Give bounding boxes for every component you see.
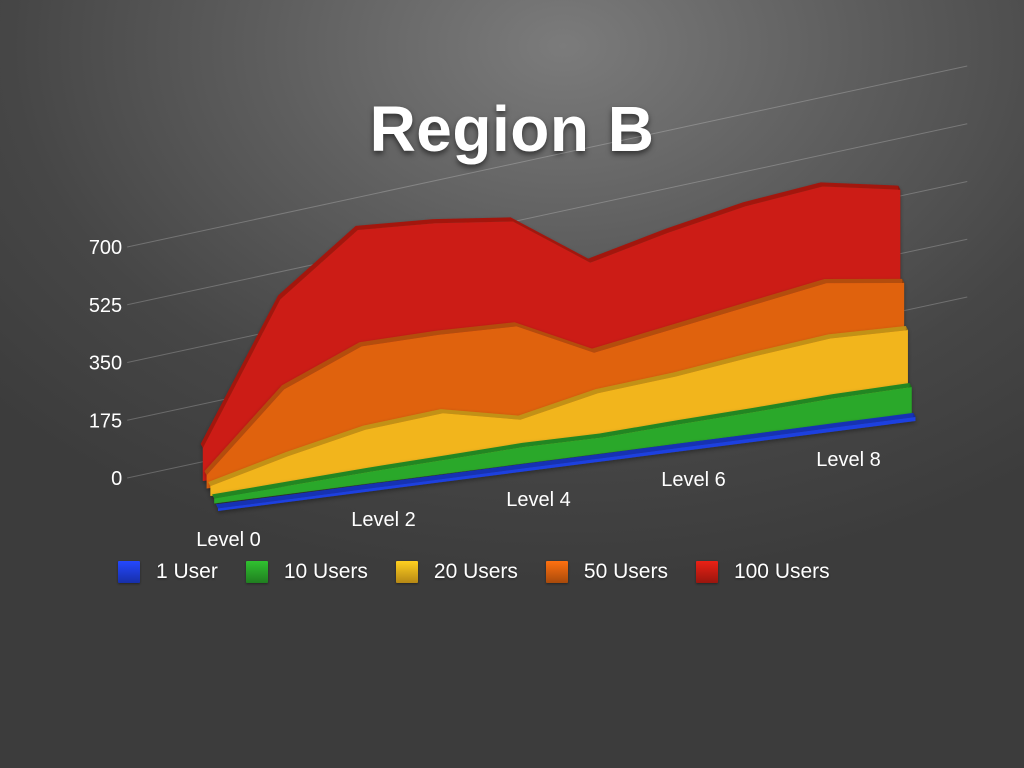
- x-tick-label: Level 6: [661, 469, 726, 491]
- legend-item: 50 Users: [545, 560, 668, 584]
- legend-label: 1 User: [156, 560, 218, 583]
- y-tick-label: 0: [111, 468, 122, 490]
- x-tick-label: Level 8: [816, 449, 881, 471]
- legend-item: 1 User: [118, 560, 218, 584]
- series-1-user: [215, 412, 916, 511]
- area-top: [208, 325, 908, 487]
- legend-swatch: [545, 561, 568, 583]
- series-10-users: [212, 382, 912, 504]
- x-tick-label: Level 4: [506, 489, 571, 511]
- chart-legend: 1 User 10 Users 20 Users 50 Users 100 Users: [118, 560, 858, 584]
- gridline: [127, 65, 968, 248]
- chart-title: Region B: [369, 93, 655, 165]
- legend-swatch: [118, 561, 140, 583]
- y-tick-label: 175: [89, 410, 122, 432]
- legend-label: 20 Users: [433, 560, 518, 583]
- legend-item: 100 Users: [695, 560, 830, 584]
- legend-swatch: [395, 561, 418, 583]
- legend-label: 10 Users: [283, 560, 368, 583]
- legend-swatch: [245, 561, 268, 583]
- legend-swatch: [695, 561, 718, 583]
- area-face: [218, 417, 916, 511]
- area-top: [215, 412, 916, 509]
- y-tick-label: 700: [89, 237, 122, 259]
- legend-label: 100 Users: [733, 560, 830, 583]
- legend-item: 10 Users: [245, 560, 368, 584]
- area-face: [210, 330, 908, 496]
- x-tick-label: Level 0: [196, 529, 261, 551]
- y-tick-label: 350: [89, 353, 122, 375]
- area-top: [212, 382, 912, 499]
- legend-label: 50 Users: [583, 560, 668, 583]
- x-axis-ticks: Level 0 Level 2 Level 4 Level 6 Level 8: [196, 449, 881, 551]
- area-face: [214, 387, 912, 504]
- y-tick-label: 525: [89, 295, 122, 317]
- gridline: [127, 123, 968, 306]
- x-tick-label: Level 2: [351, 509, 416, 531]
- series-areas: [200, 182, 916, 511]
- legend-item: 20 Users: [395, 560, 518, 584]
- y-axis-ticks: 0 175 350 525 700: [89, 237, 122, 490]
